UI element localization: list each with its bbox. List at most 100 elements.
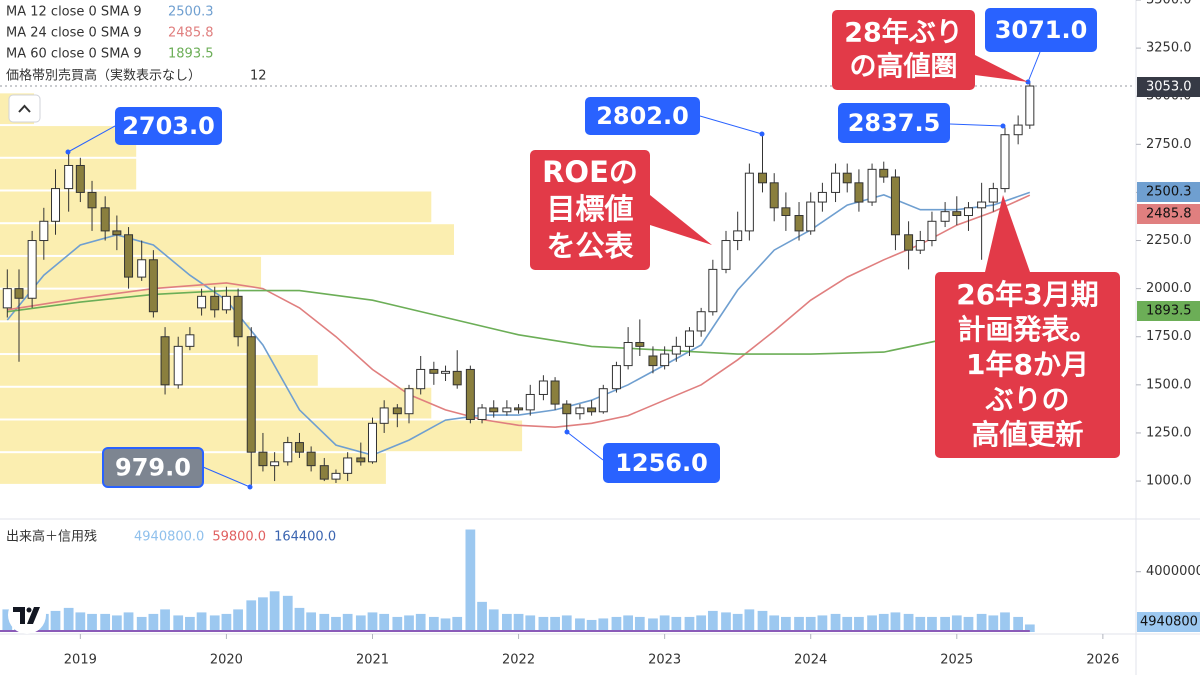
volume-bar — [721, 612, 731, 632]
callout-leader — [67, 125, 116, 153]
volume-bar — [903, 613, 914, 632]
volume-legend-value: 4940800.0 — [134, 530, 204, 545]
candle-body — [538, 380, 548, 395]
volume-bar — [867, 615, 877, 632]
candle-body — [87, 191, 97, 209]
volume-bar — [87, 613, 97, 632]
candle-body — [404, 388, 414, 415]
legend-name: MA 24 close 0 SMA 9 — [6, 26, 142, 41]
candle-body — [452, 370, 462, 386]
price-tag — [1137, 182, 1200, 202]
volume-bar — [575, 618, 585, 632]
candle-body — [246, 336, 256, 453]
candle-body — [477, 407, 487, 420]
volume-bar — [160, 609, 170, 632]
volume-profile-bar — [0, 355, 318, 386]
volume-bar — [2, 609, 13, 632]
candle-body — [684, 330, 694, 347]
volume-bar — [148, 613, 159, 632]
legend-value: 2485.8 — [168, 26, 214, 41]
volume-bar — [63, 607, 74, 632]
candle-body — [64, 164, 74, 190]
candle-body — [744, 172, 754, 232]
volume-legend-value: 59800.0 — [212, 530, 266, 545]
volume-profile-bar — [0, 387, 432, 419]
volume-bar — [623, 615, 633, 632]
volume-bar — [196, 612, 207, 632]
callout-dot — [564, 429, 570, 435]
x-tick-label: 2022 — [502, 653, 535, 668]
volume-bar — [269, 591, 280, 632]
volume-bar — [1024, 624, 1035, 632]
candle-body — [550, 380, 560, 405]
callout-box — [832, 10, 975, 90]
price-tag — [1137, 77, 1200, 97]
volume-bar — [659, 615, 670, 632]
volume-bar — [854, 616, 864, 632]
volume-bar — [392, 616, 403, 632]
volume-bar — [465, 529, 476, 632]
legend-name: MA 12 close 0 SMA 9 — [6, 5, 142, 20]
volume-bar — [123, 612, 134, 632]
candle-body — [635, 342, 645, 347]
candle-body — [525, 393, 535, 411]
candle-body — [502, 407, 512, 413]
candle-body — [952, 211, 962, 217]
volume-bar — [246, 600, 257, 632]
candle-body — [671, 345, 681, 355]
volume-bar — [379, 613, 390, 632]
candle-body — [100, 207, 110, 232]
volume-bar — [830, 613, 841, 632]
candle-body — [148, 259, 158, 313]
volume-bar — [502, 613, 512, 632]
volume-bar — [342, 613, 353, 632]
logo — [8, 596, 46, 634]
candle-body — [173, 345, 183, 386]
y-tick-label: 3500.0 — [1146, 0, 1192, 8]
candle-body — [562, 403, 572, 415]
volume-bar — [817, 615, 828, 632]
callout-box — [115, 107, 222, 145]
candle-body — [696, 311, 706, 332]
candle-body — [660, 353, 670, 367]
candle-body — [137, 259, 147, 278]
volume-bar — [404, 615, 414, 632]
candle-body — [51, 188, 61, 222]
volume-bar — [550, 616, 560, 632]
collapse-button[interactable] — [8, 94, 41, 123]
candle-body — [806, 201, 816, 232]
volume-bar — [294, 607, 305, 632]
volume-bar — [319, 613, 330, 632]
candle-body — [1025, 85, 1035, 126]
candle-body — [648, 355, 658, 367]
callout-pointer — [985, 195, 1030, 272]
callout-text: 目標値 — [546, 192, 633, 226]
candle-body — [392, 407, 402, 415]
volume-tick-label: 4000000 — [1146, 564, 1200, 579]
volume-bar — [744, 609, 755, 632]
volume-tag — [1137, 612, 1200, 632]
candle-body — [367, 422, 377, 463]
candle-body — [356, 457, 366, 463]
callout-leader — [949, 123, 1004, 127]
callout-box — [585, 97, 700, 135]
candle-body — [39, 220, 49, 242]
candle-body — [598, 388, 608, 413]
candle-body — [769, 182, 779, 209]
volume-bar — [513, 613, 524, 632]
candle-body — [1013, 124, 1023, 136]
volume-bar — [842, 616, 853, 632]
volume-legend-name: 出来高＋信用残 — [6, 529, 97, 545]
candle-body — [940, 211, 950, 222]
volume-bar — [707, 610, 718, 632]
candle-body — [842, 172, 852, 184]
callout-text: ぶりの — [984, 383, 1069, 416]
callout-leader — [1027, 51, 1041, 83]
callout-dot — [1000, 123, 1006, 129]
candle-body — [343, 457, 353, 474]
callout-text: 2802.0 — [596, 102, 689, 130]
volume-bar — [282, 595, 293, 632]
x-tick-label: 2025 — [940, 653, 973, 668]
candle-body — [465, 368, 475, 420]
x-tick-label: 2019 — [64, 653, 97, 668]
